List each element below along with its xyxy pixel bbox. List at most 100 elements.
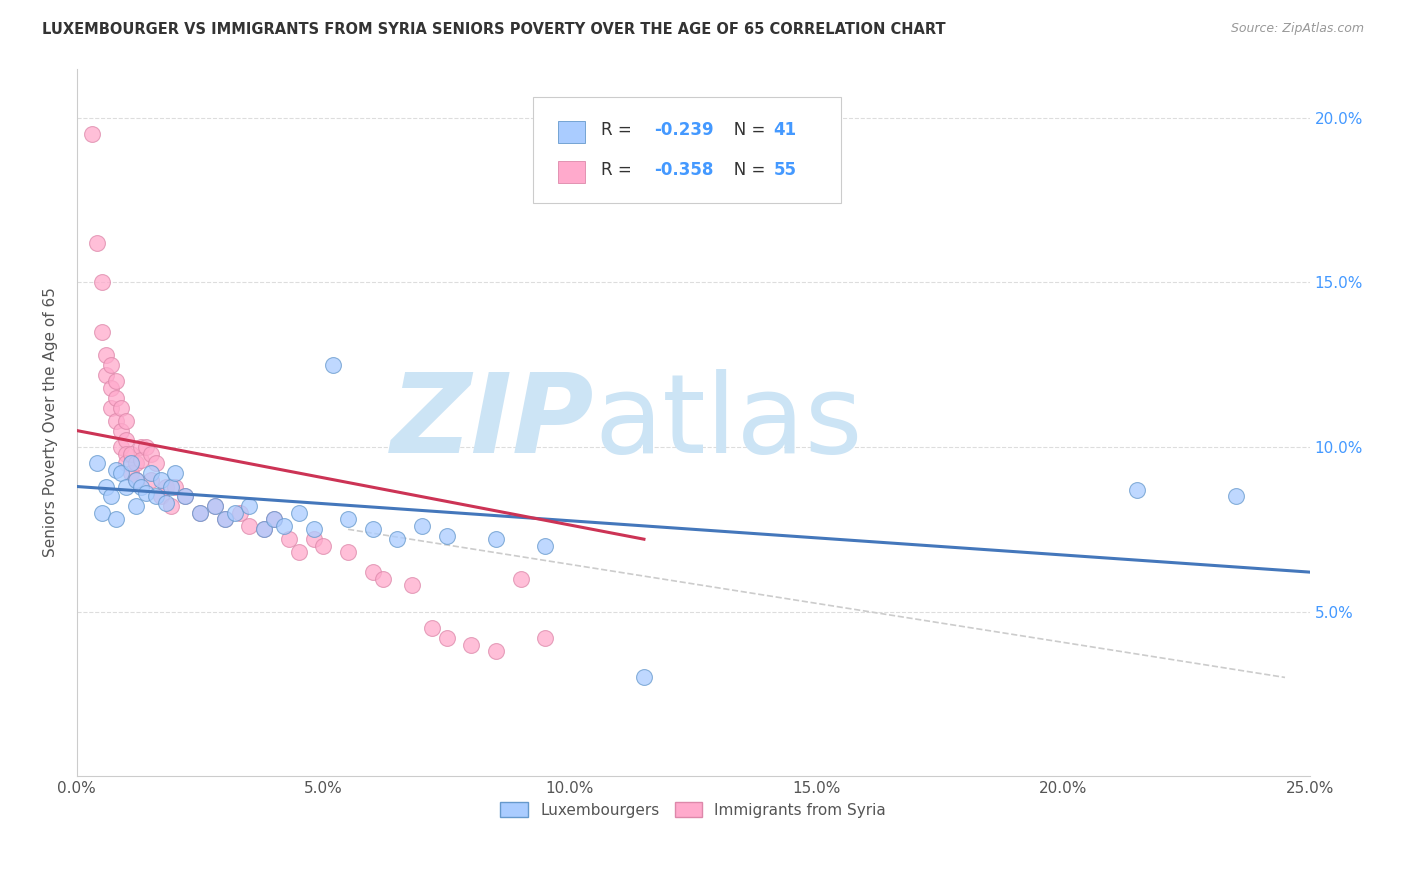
Point [188, 506, 211, 520]
Text: 41: 41 [773, 121, 797, 139]
Point [273, 519, 295, 533]
Point [165, 467, 187, 481]
Point [534, 631, 557, 645]
Point [159, 500, 181, 514]
Point [387, 532, 409, 546]
Point [120, 467, 142, 481]
Point [633, 670, 655, 684]
Point [436, 529, 458, 543]
Point [188, 506, 211, 520]
Point [165, 479, 187, 493]
Point [96, 479, 118, 493]
Point [155, 479, 177, 493]
Point [361, 565, 384, 579]
Point [420, 621, 443, 635]
Point [1225, 490, 1247, 504]
Point [302, 532, 325, 546]
FancyBboxPatch shape [558, 121, 585, 143]
FancyBboxPatch shape [533, 97, 841, 203]
Text: atlas: atlas [595, 369, 863, 475]
Point [125, 457, 148, 471]
Point [253, 522, 276, 536]
Text: -0.358: -0.358 [654, 161, 713, 179]
Point [204, 500, 226, 514]
Point [263, 512, 285, 526]
Point [322, 358, 344, 372]
Point [361, 522, 384, 536]
Point [174, 490, 197, 504]
Point [125, 473, 148, 487]
Point [253, 522, 276, 536]
Point [96, 368, 118, 382]
Point [96, 348, 118, 362]
Point [485, 644, 508, 658]
Point [155, 496, 177, 510]
Point [139, 467, 162, 481]
Point [125, 500, 148, 514]
Point [485, 532, 508, 546]
Point [277, 532, 299, 546]
Point [90, 506, 112, 520]
Text: -0.239: -0.239 [654, 121, 713, 139]
Point [110, 424, 132, 438]
Point [129, 479, 152, 493]
Point [80, 128, 103, 142]
Point [174, 490, 197, 504]
Point [139, 473, 162, 487]
Point [90, 325, 112, 339]
Text: ZIP: ZIP [391, 369, 595, 475]
Point [287, 506, 309, 520]
Point [86, 457, 108, 471]
Point [149, 473, 172, 487]
Point [238, 500, 260, 514]
Text: R =: R = [600, 161, 637, 179]
Point [145, 457, 167, 471]
Point [436, 631, 458, 645]
Point [110, 467, 132, 481]
Point [120, 457, 142, 471]
Point [135, 486, 157, 500]
Point [115, 457, 138, 471]
Point [337, 545, 360, 559]
Point [115, 479, 138, 493]
Point [105, 374, 128, 388]
Point [105, 463, 128, 477]
Point [337, 512, 360, 526]
Point [115, 414, 138, 428]
Point [110, 440, 132, 454]
Point [263, 512, 285, 526]
Point [110, 401, 132, 415]
Point [100, 401, 122, 415]
Point [129, 453, 152, 467]
Point [100, 490, 122, 504]
Point [460, 638, 482, 652]
Point [509, 572, 531, 586]
Point [1126, 483, 1149, 497]
Point [214, 512, 236, 526]
Point [86, 235, 108, 250]
Point [129, 440, 152, 454]
Point [145, 490, 167, 504]
Point [312, 539, 335, 553]
Point [120, 447, 142, 461]
Text: Source: ZipAtlas.com: Source: ZipAtlas.com [1230, 22, 1364, 36]
Y-axis label: Seniors Poverty Over the Age of 65: Seniors Poverty Over the Age of 65 [44, 287, 58, 558]
Point [105, 414, 128, 428]
Point [401, 578, 423, 592]
Point [115, 447, 138, 461]
Point [115, 434, 138, 448]
Point [100, 381, 122, 395]
Point [100, 358, 122, 372]
Text: N =: N = [718, 161, 770, 179]
Point [204, 500, 226, 514]
Point [90, 276, 112, 290]
FancyBboxPatch shape [558, 161, 585, 183]
Point [139, 447, 162, 461]
Point [105, 512, 128, 526]
Point [105, 391, 128, 405]
Point [125, 473, 148, 487]
Point [371, 572, 394, 586]
Point [534, 539, 557, 553]
Text: R =: R = [600, 121, 637, 139]
Point [228, 506, 250, 520]
